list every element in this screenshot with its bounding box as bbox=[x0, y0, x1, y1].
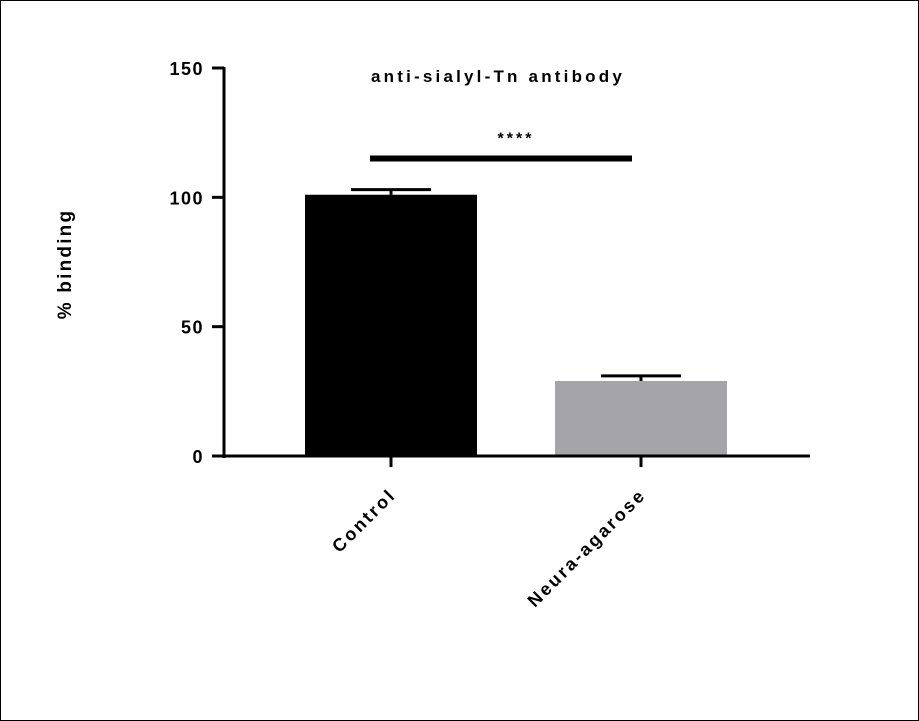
y-tick-label: 50 bbox=[181, 318, 204, 338]
x-tick-label: Neura-agarose bbox=[524, 485, 650, 611]
y-tick-label: 150 bbox=[169, 59, 204, 79]
y-tick-label: 100 bbox=[169, 188, 204, 208]
bar-1 bbox=[555, 380, 727, 456]
x-tick-label: Control bbox=[328, 485, 400, 557]
y-tick-label: 0 bbox=[192, 447, 204, 467]
chart-title: anti-sialyl-Tn antibody bbox=[371, 67, 625, 86]
y-axis-label: % binding bbox=[55, 209, 76, 320]
bar-0 bbox=[305, 194, 477, 456]
plot-area: 0 50 100 150 Control Neura-agarose **** bbox=[169, 59, 810, 611]
significance-label: **** bbox=[498, 131, 535, 148]
